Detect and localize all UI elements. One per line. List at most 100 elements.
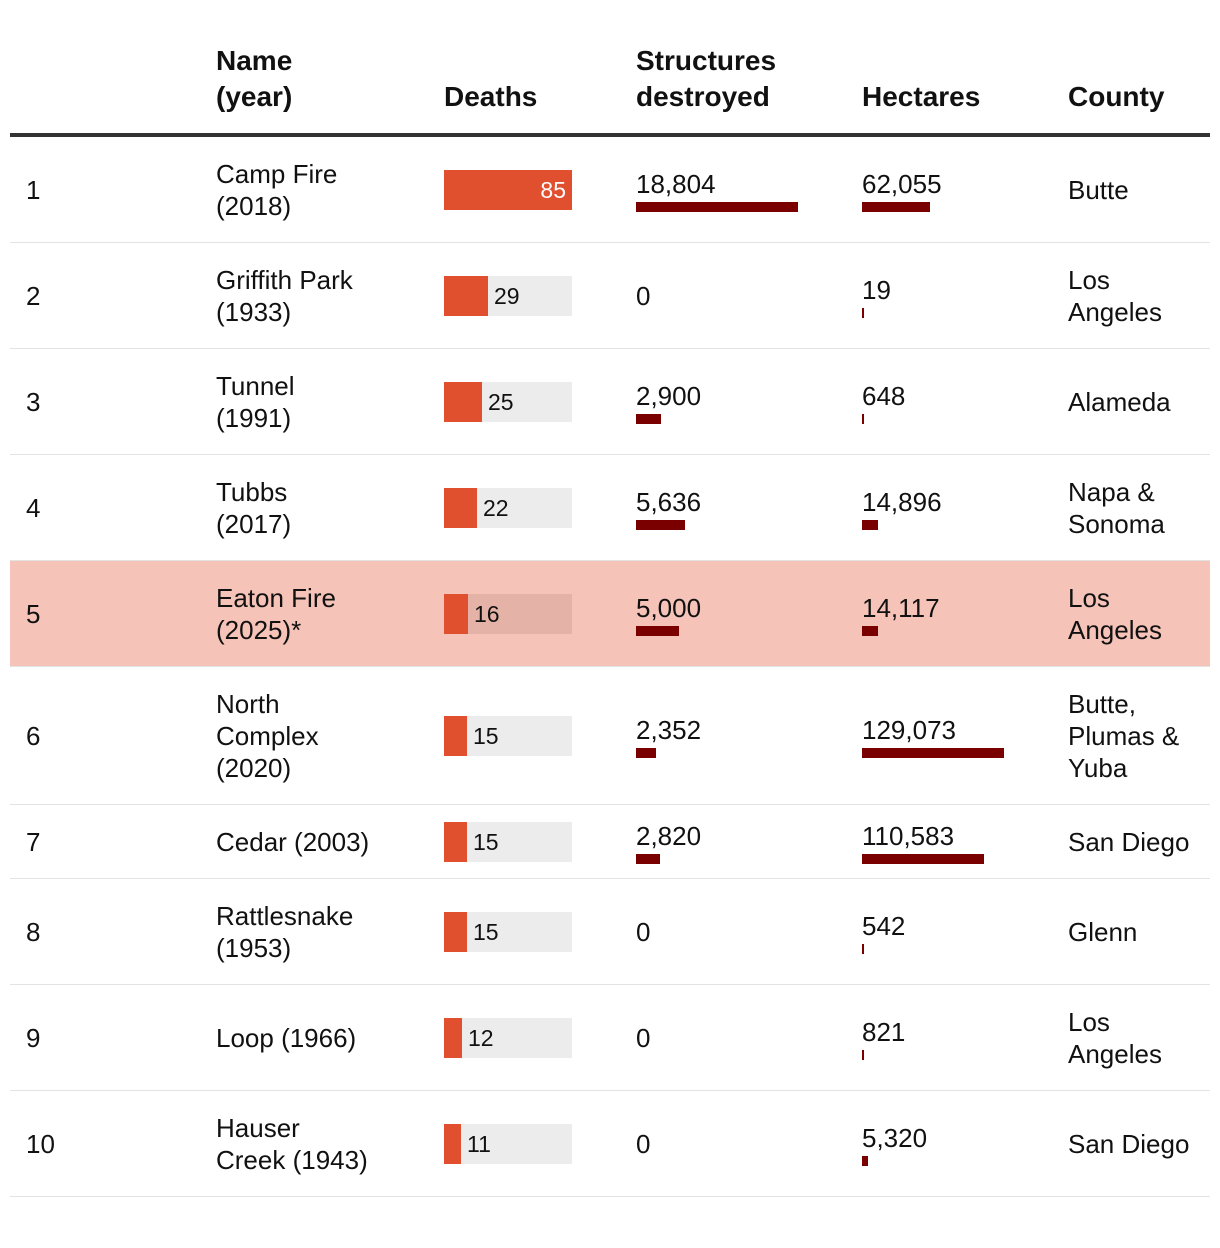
row-county: Butte, Plumas & Yuba <box>1068 688 1180 783</box>
hectares-label: 14,896 <box>862 486 942 517</box>
structures-cell: 0 <box>636 985 650 1090</box>
row-rank: 5 <box>26 598 41 629</box>
table-row: 7 Cedar (2003) 15 2,820 110,583 San Diego <box>10 805 1210 879</box>
table-row: 6 North Complex (2020) 15 2,352 129,073 Butte… <box>10 667 1210 805</box>
deaths-label: 11 <box>467 1130 491 1157</box>
hectares-cell: 821 <box>862 985 905 1090</box>
structures-bar <box>636 747 656 758</box>
header-deaths: Deaths <box>444 81 538 112</box>
row-rank: 6 <box>26 720 41 751</box>
deaths-bar <box>444 715 467 756</box>
hectares-label: 14,117 <box>862 592 940 623</box>
structures-label: 0 <box>636 1022 651 1053</box>
hectares-cell: 62,055 <box>862 137 942 242</box>
structures-bar <box>636 413 661 424</box>
deaths-bar <box>444 1017 462 1058</box>
row-rank: 7 <box>26 826 41 857</box>
deaths-cell: 16 <box>444 561 572 666</box>
row-name: Cedar (2003) <box>216 826 370 857</box>
structures-label: 5,000 <box>636 592 702 623</box>
row-name: Tubbs (2017) <box>216 476 292 539</box>
deaths-bar-track: 12 <box>444 1017 572 1058</box>
row-name: Loop (1966) <box>216 1022 357 1053</box>
structures-cell: 5,636 <box>636 455 701 560</box>
hectares-label: 648 <box>862 380 906 411</box>
hectares-label: 5,320 <box>862 1122 928 1153</box>
deaths-label: 22 <box>483 494 509 521</box>
hectares-bar <box>862 1049 864 1060</box>
structures-cell: 0 <box>636 243 650 348</box>
structures-label: 0 <box>636 1128 651 1159</box>
row-rank: 1 <box>26 174 41 205</box>
hectares-cell: 14,117 <box>862 561 940 666</box>
row-rank: 2 <box>26 280 41 311</box>
deaths-cell: 12 <box>444 985 572 1090</box>
table-row: 9 Loop (1966) 12 0 821 Los Angeles <box>10 985 1210 1091</box>
hectares-bar <box>862 1155 868 1166</box>
hectares-cell: 110,583 <box>862 805 984 878</box>
deaths-cell: 15 <box>444 879 572 984</box>
row-rank: 8 <box>26 916 41 947</box>
deaths-label: 16 <box>474 600 500 627</box>
structures-bar <box>636 853 660 864</box>
structures-label: 2,820 <box>636 820 702 851</box>
table-row: 3 Tunnel (1991) 25 2,900 648 Alameda <box>10 349 1210 455</box>
hectares-cell: 542 <box>862 879 905 984</box>
row-name: Hauser Creek (1943) <box>216 1112 368 1175</box>
hectares-bar <box>862 519 878 530</box>
deaths-bar <box>444 1123 461 1164</box>
deaths-cell: 85 <box>444 137 572 242</box>
row-county: Napa & Sonoma <box>1068 476 1165 539</box>
hectares-label: 62,055 <box>862 168 942 199</box>
structures-bar <box>636 201 798 212</box>
deaths-bar <box>444 381 482 422</box>
deaths-cell: 15 <box>444 805 572 878</box>
table-row: 5 Eaton Fire (2025)* 16 5,000 14,117 Los Ange… <box>10 561 1210 667</box>
hectares-label: 110,583 <box>862 820 955 851</box>
deaths-label: 15 <box>473 918 499 945</box>
wildfire-table: Name (year) Deaths Structures destroyed … <box>10 0 1210 1197</box>
deaths-bar-track: 29 <box>444 275 572 316</box>
structures-cell: 18,804 <box>636 137 798 242</box>
deaths-bar <box>444 169 572 210</box>
structures-bar <box>636 625 679 636</box>
hectares-cell: 14,896 <box>862 455 942 560</box>
structures-cell: 2,352 <box>636 667 701 804</box>
header-county: County <box>1068 81 1165 112</box>
header-name: Name (year) <box>216 45 293 112</box>
deaths-label: 29 <box>494 282 520 309</box>
row-county: Los Angeles <box>1068 1006 1162 1069</box>
row-rank: 10 <box>26 1128 55 1159</box>
hectares-bar <box>862 307 864 318</box>
structures-label: 0 <box>636 280 651 311</box>
row-name: Camp Fire (2018) <box>216 158 338 221</box>
hectares-bar <box>862 201 930 212</box>
structures-cell: 2,900 <box>636 349 701 454</box>
deaths-bar-track: 11 <box>444 1123 572 1164</box>
hectares-label: 542 <box>862 910 906 941</box>
hectares-bar <box>862 625 878 636</box>
structures-cell: 2,820 <box>636 805 701 878</box>
row-name: North Complex (2020) <box>216 688 319 783</box>
hectares-label: 821 <box>862 1016 906 1047</box>
structures-cell: 0 <box>636 879 650 984</box>
hectares-label: 129,073 <box>862 714 956 745</box>
hectares-cell: 129,073 <box>862 667 1004 804</box>
deaths-label: 12 <box>468 1024 494 1051</box>
table-row: 10 Hauser Creek (1943) 11 0 5,320 San Diego <box>10 1091 1210 1197</box>
deaths-label: 15 <box>473 722 499 749</box>
hectares-bar <box>862 747 1004 758</box>
row-county: San Diego <box>1068 1128 1190 1159</box>
deaths-bar <box>444 821 467 862</box>
table-row: 4 Tubbs (2017) 22 5,636 14,896 Napa & Sonoma <box>10 455 1210 561</box>
row-county: San Diego <box>1068 826 1190 857</box>
deaths-bar-track: 22 <box>444 487 572 528</box>
row-county: Butte <box>1068 174 1129 205</box>
structures-cell: 5,000 <box>636 561 701 666</box>
row-name: Griffith Park (1933) <box>216 264 353 327</box>
hectares-bar <box>862 853 984 864</box>
structures-label: 2,352 <box>636 714 702 745</box>
row-name: Tunnel (1991) <box>216 370 295 433</box>
deaths-label: 25 <box>488 388 514 415</box>
hectares-cell: 19 <box>862 243 891 348</box>
